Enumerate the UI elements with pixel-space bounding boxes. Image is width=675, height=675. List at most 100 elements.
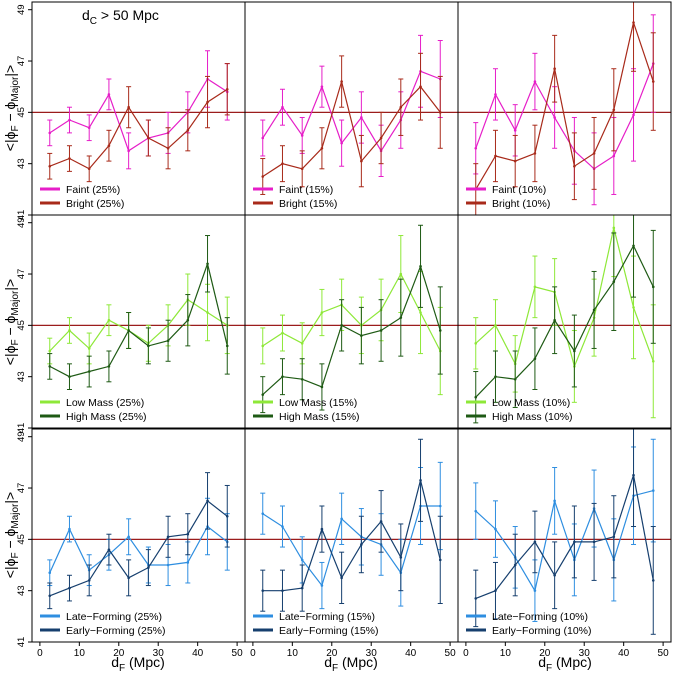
data-point [651, 489, 655, 492]
data-point [553, 499, 556, 503]
data-point [281, 375, 284, 378]
data-point [300, 558, 304, 562]
x-tick-label: 10 [500, 648, 512, 659]
data-point [87, 370, 91, 373]
data-point [340, 576, 343, 580]
y-tick-label: 47 [16, 483, 27, 494]
data-point [533, 152, 537, 155]
data-point [474, 146, 478, 150]
y-tick-label: 43 [16, 585, 27, 596]
data-point [474, 597, 478, 600]
data-point [651, 359, 655, 363]
data-point [399, 316, 403, 319]
y-axis-title-row-2: <|ϕF − ϕMajor|> [2, 279, 21, 365]
legend: Faint (15%) Bright (15%) [253, 184, 337, 210]
data-point [127, 329, 130, 332]
data-point [68, 375, 71, 378]
x-axis-titles: dF (Mpc) dF (Mpc) dF (Mpc) [111, 654, 592, 674]
data-point [127, 535, 130, 539]
data-point [147, 136, 150, 140]
series-line-1 [49, 525, 228, 573]
data-point [107, 365, 111, 368]
legend-label: High Mass (10%) [492, 411, 573, 423]
panel-frame [31, 1, 246, 216]
x-tick-label: 50 [445, 648, 457, 659]
data-point [632, 244, 635, 248]
legend-label: High Mass (25%) [66, 411, 147, 423]
data-point [553, 318, 556, 322]
panel-frame [457, 214, 672, 429]
data-point [87, 579, 91, 582]
data-point [632, 473, 635, 477]
data-point [300, 167, 304, 171]
data-point [553, 67, 556, 71]
data-point [48, 571, 52, 575]
data-point [300, 342, 304, 345]
x-tick-label: 30 [153, 648, 165, 659]
data-point [533, 80, 537, 83]
data-point [281, 525, 284, 528]
data-point [48, 594, 52, 598]
data-point [48, 131, 52, 135]
y-tick-label: 45 [16, 107, 27, 118]
series-line-1 [262, 505, 441, 587]
x-tick-label: 0 [250, 648, 256, 659]
series-line-1 [475, 490, 654, 593]
x-axis-title-col-2: dF (Mpc) [324, 654, 378, 674]
y-tick-label: 43 [16, 371, 27, 382]
data-point [48, 349, 52, 353]
legend: Low Mass (25%) High Mass (25%) [40, 397, 147, 423]
legend: Late−Forming (15%) Early−Forming (15%) [253, 611, 379, 637]
y-tick-label: 41 [16, 423, 27, 434]
y-tick-label: 45 [16, 534, 27, 545]
panel-1-2: Faint (15%) Bright (15%) [244, 1, 459, 216]
legend-label: Early−Forming (15%) [279, 625, 379, 637]
data-point [494, 324, 497, 327]
data-point [107, 548, 111, 551]
x-tick-label: 50 [232, 648, 244, 659]
legend-label: Faint (10%) [492, 184, 546, 196]
data-layer [47, 472, 230, 610]
data-layer [473, 215, 656, 424]
data-point [553, 573, 556, 577]
legend-label: Late−Forming (15%) [279, 611, 375, 623]
data-point [438, 329, 442, 332]
data-point [206, 499, 209, 503]
x-tick-label: 10 [74, 648, 86, 659]
data-point [494, 589, 497, 592]
data-point [87, 167, 91, 171]
data-point [513, 129, 517, 132]
data-point [379, 136, 383, 140]
data-point [399, 272, 403, 276]
data-point [68, 329, 71, 332]
data-point [474, 395, 478, 399]
x-tick-label: 50 [658, 648, 670, 659]
data-point [320, 584, 324, 587]
data-point [399, 556, 403, 559]
series-line-2 [262, 264, 441, 396]
data-point [127, 105, 130, 109]
panel-1-1: Faint (25%) Bright (25%) 41 43 45 47 49 [16, 1, 246, 220]
series-line-2 [49, 88, 228, 170]
series-line-1 [475, 63, 654, 170]
data-point [632, 306, 635, 309]
series-line-2 [475, 20, 654, 190]
x-tick-label: 40 [618, 648, 630, 659]
distance-cut-annotation: dC > 50 Mpc [82, 7, 159, 27]
series-line-1 [49, 298, 228, 352]
x-tick-label: 10 [287, 648, 299, 659]
x-tick-label: 40 [192, 648, 204, 659]
data-point [87, 126, 91, 130]
data-point [281, 105, 284, 109]
data-point [206, 262, 209, 266]
legend-label: Bright (15%) [279, 198, 337, 210]
data-point [261, 136, 265, 140]
data-point [127, 576, 130, 580]
legend: Late−Forming (10%) Early−Forming (10%) [466, 611, 592, 637]
data-layer [47, 235, 230, 391]
data-point [419, 479, 422, 482]
data-point [360, 116, 363, 119]
x-axis-title-col-3: dF (Mpc) [538, 654, 592, 674]
data-point [419, 311, 422, 314]
